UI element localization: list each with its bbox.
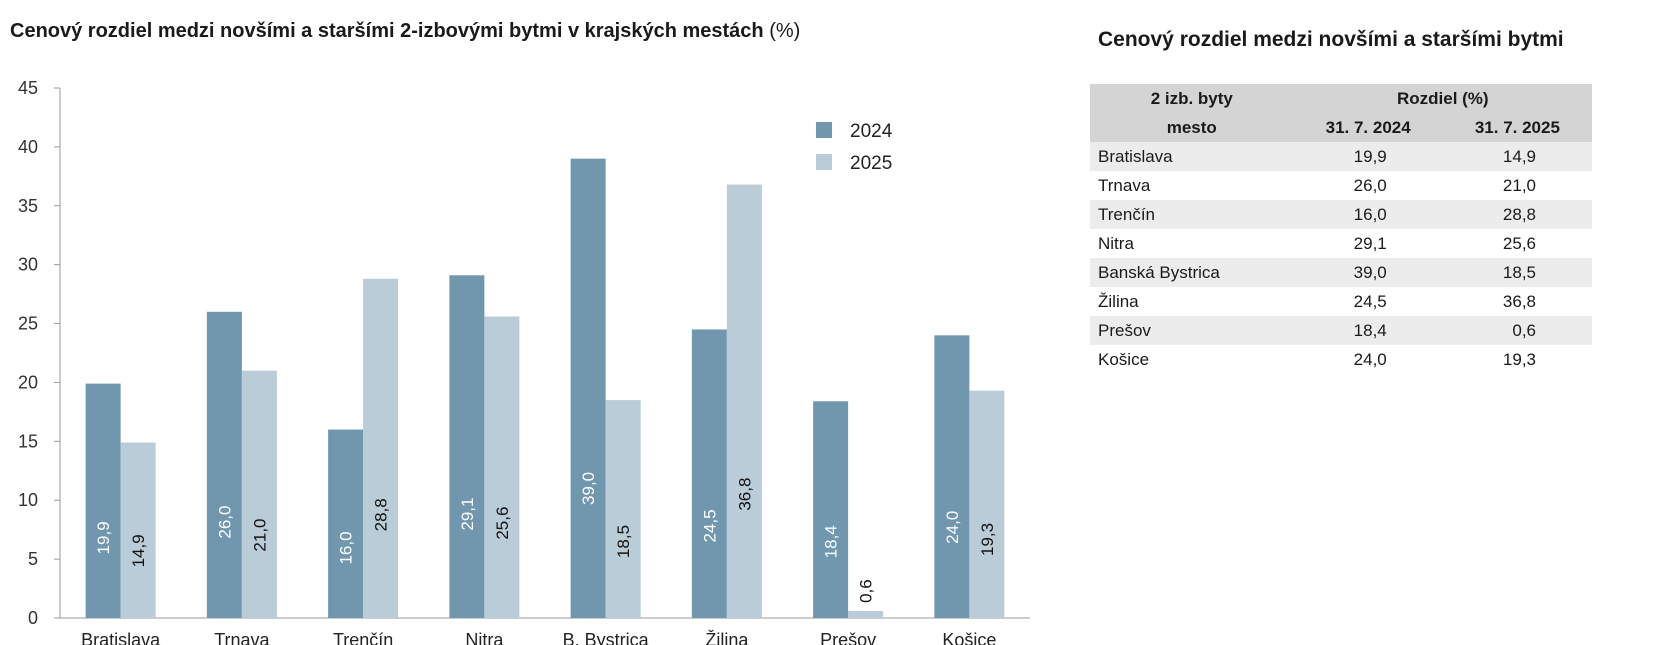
table-row: Žilina 24,5 36,8 xyxy=(1090,287,1592,316)
x-category-label: Nitra xyxy=(465,630,504,645)
table-cell-city: Prešov xyxy=(1090,316,1294,345)
table-cell-2024: 39,0 xyxy=(1293,258,1443,287)
table-cell-city: Bratislava xyxy=(1090,142,1294,171)
table-cell-2025: 25,6 xyxy=(1502,233,1536,253)
bar-2024 xyxy=(85,383,121,618)
table-cell-city: Trnava xyxy=(1098,175,1151,195)
table-header-row-2: mesto 31. 7. 2024 31. 7. 2025 xyxy=(1090,113,1592,142)
table-cell-2025: 18,5 xyxy=(1442,258,1592,287)
bar-value-label: 24,5 xyxy=(700,509,719,542)
table-row: Trenčín 16,0 28,8 xyxy=(1090,200,1592,229)
y-tick-label: 35 xyxy=(18,196,38,216)
bar-value-label: 16,0 xyxy=(337,531,356,564)
y-tick-label: 25 xyxy=(18,314,38,334)
table-cell-2024: 24,5 xyxy=(1353,291,1387,311)
table-header-row-1: 2 izb. byty Rozdiel (%) xyxy=(1090,84,1592,113)
bar-value-label: 28,8 xyxy=(372,498,391,531)
bar-2024 xyxy=(934,335,970,618)
y-tick-label: 20 xyxy=(18,372,38,392)
header-date-2024: 31. 7. 2024 xyxy=(1293,113,1443,142)
x-category-label: Trenčín xyxy=(333,630,393,645)
table-cell-2025: 14,9 xyxy=(1442,142,1592,171)
bar-value-label: 26,0 xyxy=(215,506,234,539)
y-tick-label: 10 xyxy=(18,490,38,510)
x-category-label: B. Bystrica xyxy=(563,630,650,645)
x-category-label: Trnava xyxy=(214,630,270,645)
bar-value-label: 19,3 xyxy=(978,523,997,556)
bar-2025 xyxy=(848,610,884,618)
x-category-label: Košice xyxy=(942,630,996,645)
bar-2024 xyxy=(449,275,485,618)
y-tick-label: 5 xyxy=(28,549,38,569)
y-tick-label: 40 xyxy=(18,137,38,157)
table-row: Trnava 26,0 21,0 xyxy=(1090,171,1592,200)
header-date-2025: 31. 7. 2025 xyxy=(1442,113,1592,142)
table-cell-2024: 26,0 xyxy=(1353,175,1387,195)
table-cell-city: Trenčín xyxy=(1090,200,1294,229)
bar-value-label: 24,0 xyxy=(943,511,962,544)
legend-label: 2025 xyxy=(850,153,892,174)
bar-value-label: 29,1 xyxy=(458,498,477,531)
legend-label: 2024 xyxy=(850,121,893,142)
header-flat-type: 2 izb. byty xyxy=(1090,84,1294,113)
bar-2025 xyxy=(969,390,1005,618)
x-category-label: Prešov xyxy=(820,630,876,645)
bar-2025 xyxy=(484,316,520,618)
table-cell-2024: 19,9 xyxy=(1293,142,1443,171)
bar-value-label: 36,8 xyxy=(735,478,754,511)
bar-value-label: 19,9 xyxy=(94,521,113,554)
x-category-label: Žilina xyxy=(705,630,749,645)
bar-value-label: 0,6 xyxy=(857,579,876,603)
y-tick-label: 45 xyxy=(18,78,38,98)
legend-swatch-2025 xyxy=(816,154,832,170)
table-row: Banská Bystrica 39,0 18,5 xyxy=(1090,258,1592,287)
table-cell-2024: 24,0 xyxy=(1353,349,1387,369)
bar-2025 xyxy=(726,184,762,619)
bar-2025 xyxy=(605,400,641,618)
table-cell-city: Košice xyxy=(1098,349,1150,369)
table-row: Bratislava 19,9 14,9 xyxy=(1090,142,1592,171)
table-cell-city: Nitra xyxy=(1098,233,1134,253)
table-title: Cenový rozdiel medzi novšími a staršími … xyxy=(1098,28,1564,51)
x-category-label: Bratislava xyxy=(81,630,161,645)
table-cell-2025: 36,8 xyxy=(1502,291,1536,311)
bar-2024 xyxy=(813,401,849,618)
chart-title-text: Cenový rozdiel medzi novšími a staršími … xyxy=(10,20,764,42)
bar-value-label: 25,6 xyxy=(493,507,512,540)
bar-2025 xyxy=(120,442,156,618)
bar-2024 xyxy=(691,329,727,618)
y-tick-label: 15 xyxy=(18,431,38,451)
header-city: mesto xyxy=(1090,113,1294,142)
table-cell-city: Banská Bystrica xyxy=(1090,258,1294,287)
chart-title-unit: (%) xyxy=(769,20,801,42)
table-cell-2024: 18,4 xyxy=(1293,316,1443,345)
bar-value-label: 18,5 xyxy=(614,525,633,558)
table-cell-2024: 16,0 xyxy=(1293,200,1443,229)
table-row: Košice 24,0 19,3 xyxy=(1090,345,1592,374)
table-row: Prešov 18,4 0,6 xyxy=(1090,316,1592,345)
bar-2025 xyxy=(363,278,399,618)
y-tick-label: 0 xyxy=(28,608,38,628)
y-tick-label: 30 xyxy=(18,255,38,275)
bar-2024 xyxy=(570,158,606,618)
table-cell-2025: 0,6 xyxy=(1442,316,1592,345)
bar-value-label: 21,0 xyxy=(250,518,269,551)
bar-2025 xyxy=(241,370,277,618)
bar-value-label: 39,0 xyxy=(579,472,598,505)
table-cell-2024: 29,1 xyxy=(1353,233,1387,253)
table-cell-2025: 28,8 xyxy=(1442,200,1592,229)
table-cell-2025: 19,3 xyxy=(1502,349,1536,369)
bar-2024 xyxy=(328,429,364,618)
chart-title: Cenový rozdiel medzi novšími a staršími … xyxy=(10,20,800,43)
table-cell-2025: 21,0 xyxy=(1502,175,1536,195)
table-row: Nitra 29,1 25,6 xyxy=(1090,229,1592,258)
table-cell-city: Žilina xyxy=(1098,291,1139,311)
bar-2024 xyxy=(206,311,242,618)
bar-value-label: 14,9 xyxy=(129,534,148,567)
header-difference: Rozdiel (%) xyxy=(1293,84,1592,113)
bar-value-label: 18,4 xyxy=(822,525,841,558)
data-table: 2 izb. byty Rozdiel (%) mesto 31. 7. 202… xyxy=(1090,84,1592,374)
legend-swatch-2024 xyxy=(816,122,832,138)
